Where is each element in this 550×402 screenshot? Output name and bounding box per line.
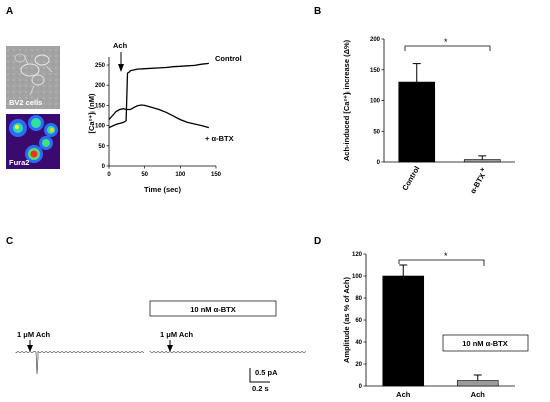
bar-b-1 bbox=[463, 159, 501, 163]
x-axis-title-a: Time (sec) bbox=[144, 185, 181, 194]
y-tick-label-d: 0 bbox=[359, 384, 363, 390]
scale-bar-time-label: 0.2 s bbox=[252, 384, 269, 393]
current-trace-ach bbox=[15, 350, 145, 375]
trace-line-control bbox=[108, 62, 209, 129]
btx-box-d-label: 10 nM α-BTX bbox=[462, 339, 507, 348]
category-prefix-b: + bbox=[480, 165, 485, 174]
y-axis-title-d: Amplitude (as % of Ach) bbox=[342, 277, 351, 363]
significance-star-d: * bbox=[444, 251, 448, 261]
scale-bar-current-label: 0.5 pA bbox=[255, 368, 278, 377]
current-trace-ach-btx bbox=[149, 350, 307, 354]
y-axis-title-b: Ach-induced [Ca²⁺]ᵢ increase (Δ%) bbox=[342, 39, 351, 161]
y-axis-title-a: [Ca²⁺]ᵢ (nM) bbox=[87, 93, 96, 134]
panel-letter-a: A bbox=[6, 6, 13, 17]
ach-application-label-1: 1 μM Ach bbox=[17, 330, 50, 339]
x-tick-label-a: 150 bbox=[211, 172, 222, 178]
y-tick-label-d: 40 bbox=[355, 340, 362, 346]
x-tick-label-a: 50 bbox=[141, 172, 148, 178]
y-tick-label-b: 150 bbox=[370, 68, 381, 74]
btx-box-d bbox=[442, 334, 529, 352]
x-tick-label-a: 0 bbox=[107, 172, 111, 178]
category-label-b: Control bbox=[400, 165, 421, 193]
panel-letter-c: C bbox=[6, 236, 13, 247]
btx-application-box bbox=[149, 300, 277, 317]
significance-star-b: * bbox=[444, 37, 448, 47]
x-tick-label-a: 100 bbox=[175, 172, 186, 178]
panel-letter-d: D bbox=[314, 236, 321, 247]
y-tick-label-a: 250 bbox=[95, 63, 106, 69]
ach-arrow-2-head bbox=[167, 345, 173, 352]
btx-trace-label: + α-BTX bbox=[205, 134, 234, 143]
category-label-d: Ach bbox=[396, 390, 411, 399]
fura2-label: Fura2 bbox=[9, 158, 29, 167]
control-trace-label: Control bbox=[215, 54, 242, 63]
ach-arrow-head bbox=[118, 64, 124, 72]
y-tick-label-a: 50 bbox=[98, 144, 105, 150]
y-tick-label-a: 0 bbox=[102, 164, 106, 170]
y-tick-label-d: 80 bbox=[355, 296, 362, 302]
y-tick-label-d: 100 bbox=[352, 274, 363, 280]
bar-b-0 bbox=[398, 81, 436, 163]
ach-application-label-2: 1 μM Ach bbox=[160, 330, 193, 339]
category-label-d: Ach bbox=[471, 390, 486, 399]
calcium-increase-bar-chart: 0 50 100 150 200 Control +α-BTX Ach-induced [Ca… bbox=[342, 37, 515, 195]
y-tick-label-b: 100 bbox=[370, 99, 381, 105]
panel-letter-b: B bbox=[314, 6, 321, 17]
y-tick-label-d: 20 bbox=[355, 362, 362, 368]
bar-d-1 bbox=[456, 380, 499, 387]
scale-bar bbox=[249, 368, 270, 383]
ach-label: Ach bbox=[113, 41, 128, 50]
amplitude-bar-chart: 0 20 40 60 80 100 120 Ach Ach Amplitude (as % of … bbox=[342, 252, 515, 399]
ach-arrow-1-head bbox=[27, 345, 33, 352]
y-tick-label-d: 120 bbox=[352, 252, 363, 258]
btx-application-label: 10 nM α-BTX bbox=[190, 305, 235, 314]
y-tick-label-b: 50 bbox=[373, 129, 380, 135]
category-label-b: α-BTX bbox=[468, 172, 487, 196]
bar-d-0 bbox=[382, 275, 425, 387]
trace-line-btx bbox=[108, 104, 210, 129]
y-tick-label-d: 60 bbox=[355, 318, 362, 324]
significance-bracket-b bbox=[404, 45, 491, 51]
y-tick-label-a: 150 bbox=[95, 103, 106, 109]
y-tick-label-a: 200 bbox=[95, 83, 106, 89]
y-tick-label-b: 0 bbox=[377, 160, 381, 166]
bv2-cells-label: BV2 cells bbox=[9, 98, 42, 107]
significance-bracket-d bbox=[398, 259, 485, 266]
y-tick-label-b: 200 bbox=[370, 37, 381, 43]
calcium-trace-chart: 0 50 100 150 200 250 0 50 100 150 Time (sec) [Ca²⁺]… bbox=[87, 57, 222, 194]
fura2-fluorescence-image: Fura2 bbox=[6, 114, 60, 169]
bv2-cell-image: BV2 cells bbox=[6, 46, 60, 109]
y-tick-label-a: 100 bbox=[95, 124, 106, 130]
